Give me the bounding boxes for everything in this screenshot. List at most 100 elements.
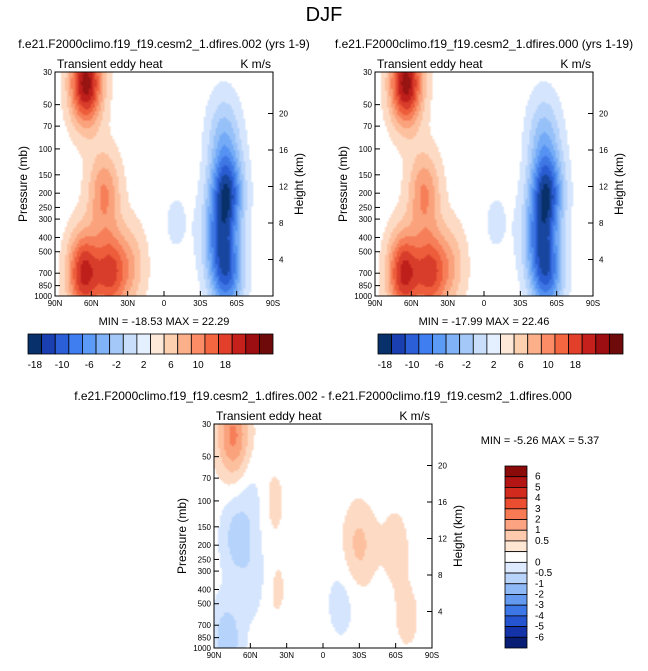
y-tick-label: 850 — [39, 282, 53, 291]
colorbar-swatch — [82, 333, 97, 355]
colorbar-swatch — [513, 333, 529, 355]
y2-axis-title: Height (km) — [292, 153, 306, 215]
y-tick-label: 200 — [359, 189, 373, 198]
colorbar-swatch — [432, 333, 447, 355]
colorbar-swatch — [504, 636, 528, 649]
y2-tick-label: 4 — [599, 255, 604, 264]
y-tick-label: 500 — [39, 248, 53, 257]
y2-tick-label: 12 — [599, 182, 608, 191]
y-tick-label: 50 — [363, 101, 372, 110]
colorbar-label: 6 — [168, 360, 174, 371]
y-tick-label: 70 — [363, 122, 372, 131]
colorbar-swatch — [245, 333, 260, 355]
colorbar-horizontal-0: -18 -10 -6 -2 2 6 10 18 — [28, 333, 274, 371]
colorbar-label: -2 — [535, 589, 544, 600]
x-tick-label: 60N — [243, 651, 258, 660]
x-tick-label: 60S — [389, 651, 403, 660]
y2-tick-label: 4 — [279, 255, 284, 264]
y2-tick-label: 16 — [279, 146, 288, 155]
y-tick-label: 500 — [359, 248, 373, 257]
y2-tick-label: 16 — [599, 146, 608, 155]
colorbar-label: -6 — [535, 632, 544, 643]
colorbar-label: -3 — [535, 600, 544, 611]
colorbar-label: 6 — [535, 472, 541, 483]
colorbar-swatch — [540, 333, 556, 355]
colorbar-swatch — [504, 529, 528, 542]
colorbar-label: 18 — [220, 360, 232, 371]
y-tick-label: 30 — [363, 68, 372, 77]
colorbar-label: 2 — [491, 360, 497, 371]
colorbar-swatch — [404, 333, 420, 355]
colorbar-label: -10 — [405, 360, 420, 371]
panel-left-label: Transient eddy heat — [216, 409, 322, 423]
colorbar-swatch — [418, 333, 433, 355]
colorbar-swatch — [504, 604, 528, 617]
colorbar-label: -10 — [55, 360, 70, 371]
y-tick-label: 300 — [39, 215, 53, 224]
colorbar-horizontal-1: -18 -10 -6 -2 2 6 10 18 — [378, 333, 624, 371]
y2-tick-label: 12 — [438, 534, 447, 543]
colorbar-label: -5 — [535, 622, 544, 633]
y-tick-label: 30 — [202, 420, 211, 429]
x-tick-label: 60S — [550, 299, 564, 308]
x-tick-label: 30N — [440, 299, 455, 308]
x-tick-label: 60N — [404, 299, 419, 308]
colorbar-swatch — [486, 333, 501, 355]
y-tick-label: 50 — [202, 453, 211, 462]
panel-right-label: K m/s — [240, 57, 271, 71]
x-tick-label: 90N — [368, 299, 383, 308]
colorbar-swatch — [504, 626, 528, 638]
x-tick-label: 90N — [48, 299, 63, 308]
y2-axis-title: Height (km) — [451, 505, 465, 567]
colorbar-label: 6 — [518, 360, 524, 371]
y-axis-title: Pressure (mb) — [175, 498, 189, 574]
colorbar-label: 4 — [535, 493, 541, 504]
y2-tick-label: 20 — [279, 109, 288, 118]
x-tick-label: 0 — [321, 651, 326, 660]
y2-tick-label: 12 — [279, 182, 288, 191]
colorbar-swatch — [608, 333, 624, 355]
y-tick-label: 150 — [359, 171, 373, 180]
colorbar-swatch — [68, 333, 83, 355]
colorbar-label: 3 — [535, 504, 541, 515]
colorbar-swatch — [527, 333, 542, 355]
y2-axis-title: Height (km) — [612, 153, 626, 215]
colorbar-swatch — [504, 594, 528, 606]
y-tick-label: 250 — [359, 203, 373, 212]
y-tick-label: 700 — [359, 269, 373, 278]
colorbar-swatch — [504, 497, 528, 510]
panel-title: f.e21.F2000climo.f19_f19.cesm2_1.dfires.… — [335, 37, 633, 51]
colorbar-label: 2 — [141, 360, 147, 371]
colorbar-label: -1 — [535, 579, 544, 590]
panel-title: f.e21.F2000climo.f19_f19.cesm2_1.dfires.… — [74, 389, 572, 403]
x-tick-label: 30S — [193, 299, 207, 308]
y-axis-title: Pressure (mb) — [16, 146, 30, 222]
colorbar-label: -6 — [85, 360, 94, 371]
y-tick-label: 100 — [198, 497, 212, 506]
y-tick-label: 500 — [198, 600, 212, 609]
y-tick-label: 200 — [39, 189, 53, 198]
colorbar-swatch — [177, 333, 192, 355]
colorbar-swatch — [258, 333, 274, 355]
colorbar-label: -0.5 — [535, 568, 553, 579]
colorbar-swatch — [504, 519, 528, 531]
colorbar-swatch — [500, 333, 515, 355]
heatmap-panel-2: f.e21.F2000climo.f19_f19.cesm2_1.dfires.… — [74, 389, 572, 660]
colorbar-label: 10 — [193, 360, 205, 371]
colorbar-swatch — [163, 333, 179, 355]
colorbar-swatch — [95, 333, 111, 355]
y-tick-label: 30 — [43, 68, 52, 77]
y-tick-label: 100 — [39, 145, 53, 154]
colorbar-label: 1 — [535, 525, 541, 536]
colorbar-label: -6 — [435, 360, 444, 371]
colorbar-swatch — [595, 333, 610, 355]
colorbar-label: -4 — [535, 611, 544, 622]
colorbar-swatch — [504, 476, 528, 488]
y-tick-label: 70 — [202, 474, 211, 483]
heatmap-field — [214, 424, 432, 648]
colorbar-swatch — [136, 333, 151, 355]
colorbar-label: -18 — [28, 360, 43, 371]
y-tick-label: 1000 — [34, 292, 52, 301]
